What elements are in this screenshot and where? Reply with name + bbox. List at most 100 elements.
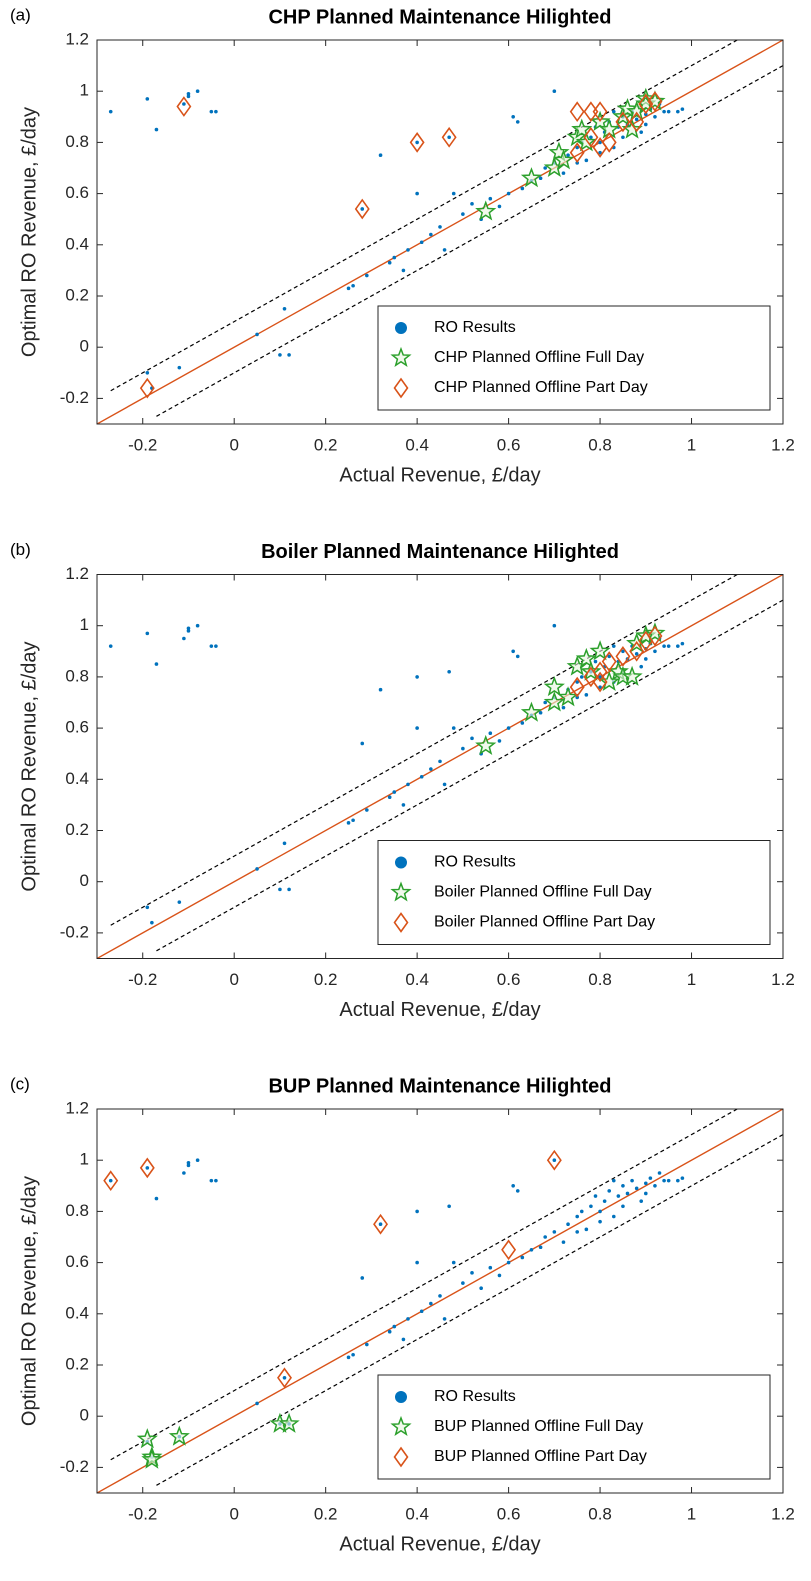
legend-label: BUP Planned Offline Full Day: [434, 1418, 643, 1435]
star-marker: [644, 622, 666, 643]
x-tick-label: 0.8: [588, 970, 612, 989]
y-tick-label: 1.2: [65, 29, 89, 48]
point: [154, 127, 159, 132]
point: [415, 140, 419, 145]
y-tick-label: 0.4: [65, 234, 89, 253]
point: [488, 731, 493, 736]
y-tick-label: 0: [80, 337, 89, 356]
point: [401, 1337, 406, 1342]
point: [108, 109, 113, 114]
point: [214, 1178, 218, 1183]
point: [584, 1227, 589, 1232]
point: [676, 109, 680, 114]
point: [666, 644, 671, 648]
point: [630, 1178, 634, 1183]
diamond-marker: [354, 198, 370, 220]
diamond-marker: [393, 912, 409, 933]
x-tick-label: 1.2: [771, 970, 795, 989]
point: [602, 1199, 607, 1203]
y-tick-label: 0.8: [65, 666, 89, 685]
panel-label: (c): [10, 1074, 30, 1093]
point: [538, 176, 543, 181]
x-tick-label: -0.2: [128, 970, 157, 989]
point: [186, 94, 191, 99]
diamond-marker: [647, 91, 663, 112]
point: [287, 887, 291, 892]
point: [442, 782, 447, 787]
point: [648, 1176, 653, 1180]
point: [209, 1178, 214, 1183]
point: [387, 795, 392, 800]
diamond-marker: [409, 132, 425, 153]
point: [395, 856, 407, 869]
diamond-marker: [583, 126, 599, 148]
x-tick-label: 1: [687, 970, 696, 989]
point: [575, 1214, 579, 1219]
parity-line: [97, 574, 783, 959]
diamond-marker: [393, 377, 409, 399]
point: [378, 1222, 383, 1226]
diamond-marker: [629, 111, 645, 133]
point: [415, 1260, 419, 1265]
point: [282, 1376, 287, 1380]
y-tick-label: 0.8: [65, 132, 89, 151]
diamond-marker: [139, 377, 155, 399]
point: [506, 726, 511, 730]
point: [543, 700, 547, 705]
point: [177, 900, 182, 904]
point: [634, 652, 639, 656]
point: [676, 644, 680, 648]
point: [255, 1401, 259, 1406]
point: [451, 726, 456, 730]
point: [186, 1163, 191, 1168]
point: [621, 1184, 625, 1188]
point: [666, 109, 671, 114]
point: [209, 644, 214, 648]
y-tick-label: 0.6: [65, 1252, 89, 1271]
point: [639, 1199, 644, 1203]
y-tick-label: -0.2: [60, 922, 89, 941]
point: [365, 808, 369, 812]
point: [621, 1204, 625, 1209]
star-marker: [475, 200, 497, 221]
point: [395, 322, 407, 334]
point: [680, 1176, 685, 1180]
point: [543, 166, 547, 170]
point: [392, 255, 397, 260]
point: [429, 232, 433, 237]
point: [401, 268, 406, 273]
legend-label: RO Results: [434, 854, 516, 871]
point: [351, 818, 355, 823]
diamond-marker: [393, 1446, 409, 1468]
diamond-marker: [441, 126, 457, 148]
point: [438, 759, 442, 764]
x-axis-label: Actual Revenue, £/day: [339, 1533, 540, 1555]
point: [662, 644, 666, 648]
point: [575, 1230, 579, 1234]
point: [515, 654, 520, 659]
point: [598, 685, 602, 689]
diamond-marker: [546, 1149, 562, 1171]
chart-title: CHP Planned Maintenance Hilighted: [268, 6, 611, 28]
point: [470, 202, 474, 206]
point: [579, 1209, 584, 1214]
panel-label: (a): [10, 5, 31, 24]
x-tick-label: 1: [687, 1504, 696, 1523]
point: [214, 644, 218, 648]
star-marker: [390, 346, 412, 368]
point: [552, 89, 557, 93]
diamond-marker: [601, 651, 617, 672]
point: [419, 240, 424, 245]
x-tick-label: 0.2: [314, 1504, 338, 1523]
diamond-marker: [277, 1367, 292, 1389]
point: [145, 97, 150, 101]
x-tick-label: 0.2: [314, 435, 338, 454]
point: [461, 746, 465, 751]
point: [511, 649, 515, 654]
plot: [97, 1109, 783, 1493]
parity-line: [97, 40, 783, 424]
point: [154, 1196, 159, 1201]
point: [470, 736, 474, 741]
point: [365, 273, 369, 278]
